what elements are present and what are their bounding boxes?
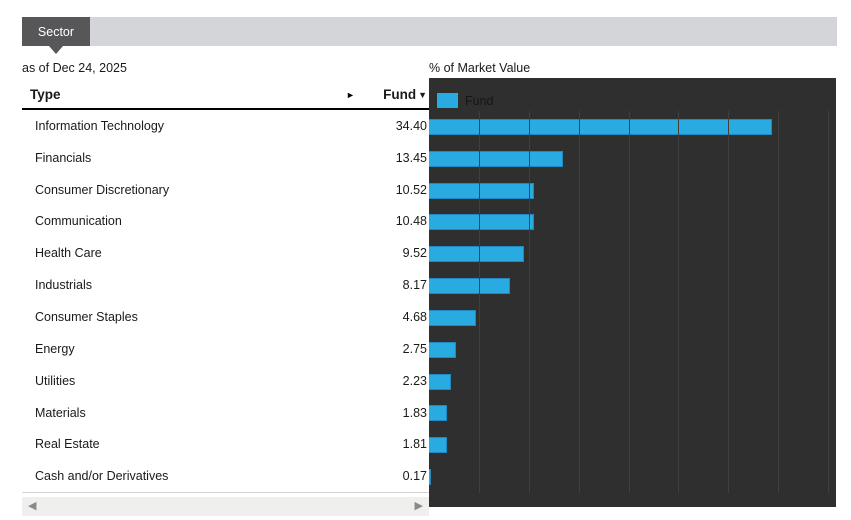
- chart-bars: [429, 111, 836, 493]
- row-label: Cash and/or Derivatives: [35, 469, 169, 484]
- chart-bar-row: [429, 302, 836, 334]
- chart-bar-row: [429, 206, 836, 238]
- chart-bar-row: [429, 429, 836, 461]
- chart-bar-row: [429, 270, 836, 302]
- table-row: Communication 10.48: [22, 206, 429, 238]
- table-row: Consumer Discretionary 10.52: [22, 174, 429, 206]
- chart-bar-row: [429, 238, 836, 270]
- table-header: Type ► Fund ▼: [22, 85, 429, 110]
- row-label: Industrials: [35, 278, 92, 293]
- row-value: 34.40: [395, 118, 427, 133]
- gridline: [478, 111, 480, 493]
- row-value: 2.75: [402, 341, 427, 356]
- row-label: Real Estate: [35, 437, 100, 452]
- gridline: [578, 111, 580, 493]
- row-value: 13.45: [395, 150, 427, 165]
- tab-bar: Sector: [22, 17, 837, 54]
- table-row: Energy 2.75: [22, 333, 429, 365]
- table-row: Information Technology 34.40: [22, 110, 429, 142]
- sector-table: Type ► Fund ▼ Information Technology 34.40…: [22, 85, 429, 494]
- row-value: 10.48: [395, 214, 427, 229]
- chart-bar-row: [429, 111, 836, 143]
- chart-bar: [429, 214, 534, 231]
- row-value: 1.83: [402, 405, 427, 420]
- table-row: Cash and/or Derivatives 0.17: [22, 460, 429, 492]
- gridline: [628, 111, 630, 493]
- row-label: Energy: [35, 341, 75, 356]
- row-label: Consumer Discretionary: [35, 182, 170, 197]
- tab-sector-label: Sector: [37, 24, 75, 39]
- row-value: 0.17: [402, 469, 427, 484]
- row-value: 8.17: [402, 278, 427, 293]
- chart-bar: [429, 373, 452, 390]
- sort-descending-icon: ▼: [418, 90, 427, 100]
- table-row: Utilities 2.23: [22, 365, 429, 397]
- legend-label-fund: Fund: [465, 93, 494, 108]
- chart-bar-row: [429, 175, 836, 207]
- chart-bar: [429, 278, 511, 295]
- chart-bar: [429, 118, 773, 135]
- row-label: Consumer Staples: [35, 309, 138, 324]
- column-header-type: Type: [30, 87, 61, 102]
- gridline: [678, 111, 680, 493]
- chart-bar-row: [429, 397, 836, 429]
- row-value: 4.68: [402, 309, 427, 324]
- chart-bar: [429, 309, 476, 326]
- column-header-fund[interactable]: Fund ▼: [383, 87, 427, 102]
- row-value: 2.23: [402, 373, 427, 388]
- chart-legend: Fund: [437, 93, 494, 108]
- row-label: Financials: [35, 150, 92, 165]
- scroll-right-icon[interactable]: ▶: [414, 500, 423, 512]
- gridline: [528, 111, 530, 493]
- tab-sector[interactable]: Sector: [22, 17, 90, 54]
- chart-bar: [429, 405, 448, 422]
- chart-bar: [429, 469, 431, 486]
- chart-bar: [429, 341, 457, 358]
- chart-bar-row: [429, 461, 836, 493]
- fund-header-label: Fund: [383, 87, 417, 102]
- expand-columns-icon[interactable]: ►: [346, 90, 355, 100]
- table-body: Information Technology 34.40 Financials 13.…: [22, 110, 429, 492]
- chart-bar-row: [429, 334, 836, 366]
- table-row: Consumer Staples 4.68: [22, 301, 429, 333]
- row-label: Materials: [35, 405, 86, 420]
- table-row: Materials 1.83: [22, 397, 429, 429]
- gridline: [728, 111, 730, 493]
- gridline: [778, 111, 780, 493]
- row-label: Communication: [35, 214, 122, 229]
- chart-bar: [429, 246, 524, 263]
- bar-chart: Fund: [429, 78, 836, 507]
- legend-swatch-fund: [437, 93, 458, 108]
- table-bottom-divider: [22, 492, 429, 494]
- chart-bar-row: [429, 366, 836, 398]
- row-label: Utilities: [35, 373, 76, 388]
- as-of-date: as of Dec 24, 2025: [22, 61, 127, 75]
- table-row: Health Care 9.52: [22, 237, 429, 269]
- scroll-left-icon[interactable]: ◀: [28, 500, 37, 512]
- table-row: Industrials 8.17: [22, 269, 429, 301]
- row-value: 9.52: [402, 246, 427, 261]
- row-label: Information Technology: [35, 118, 165, 133]
- chart-bar: [429, 182, 534, 199]
- row-label: Health Care: [35, 246, 102, 261]
- chart-bar: [429, 437, 448, 454]
- gridline: [828, 111, 830, 493]
- chart-plot-area: [429, 111, 836, 493]
- table-row: Real Estate 1.81: [22, 428, 429, 460]
- row-value: 1.81: [402, 437, 427, 452]
- horizontal-scrollbar[interactable]: ◀ ▶: [22, 497, 429, 516]
- chart-bar-row: [429, 143, 836, 175]
- chart-title: % of Market Value: [429, 61, 531, 75]
- chart-bar: [429, 150, 564, 167]
- table-row: Financials 13.45: [22, 142, 429, 174]
- row-value: 10.52: [395, 182, 427, 197]
